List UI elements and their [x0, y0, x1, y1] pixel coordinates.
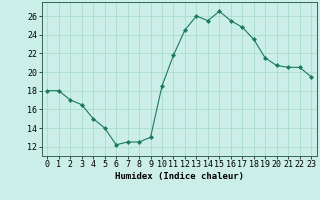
X-axis label: Humidex (Indice chaleur): Humidex (Indice chaleur) — [115, 172, 244, 181]
